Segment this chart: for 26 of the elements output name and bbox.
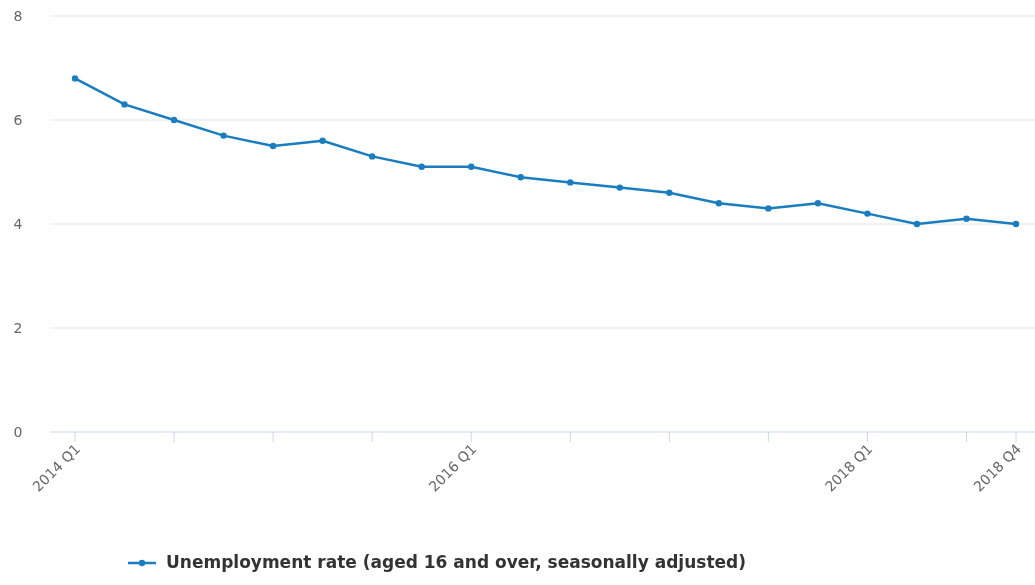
point: [71, 75, 79, 82]
point: [418, 163, 425, 170]
y-tick-label: 2: [13, 320, 23, 336]
y-tick-label: 6: [13, 112, 23, 128]
point: [1012, 220, 1020, 228]
point: [368, 153, 376, 160]
point: [616, 184, 623, 191]
point: [814, 200, 822, 207]
point: [913, 220, 921, 228]
point: [666, 189, 673, 196]
point: [319, 137, 326, 144]
point: [963, 215, 970, 222]
y-tick-label: 4: [13, 216, 23, 232]
point: [567, 179, 574, 186]
point: [170, 116, 178, 124]
y-tick-label: 8: [13, 8, 23, 24]
point: [468, 163, 475, 170]
point: [864, 210, 871, 217]
point: [269, 142, 277, 150]
point: [121, 101, 128, 108]
y-tick-label: 0: [13, 424, 23, 440]
legend-label: Unemployment rate (aged 16 and over, seasonally adjusted): [166, 552, 746, 572]
point: [715, 200, 723, 207]
point: [220, 132, 227, 139]
point: [517, 174, 524, 181]
point: [765, 205, 772, 212]
